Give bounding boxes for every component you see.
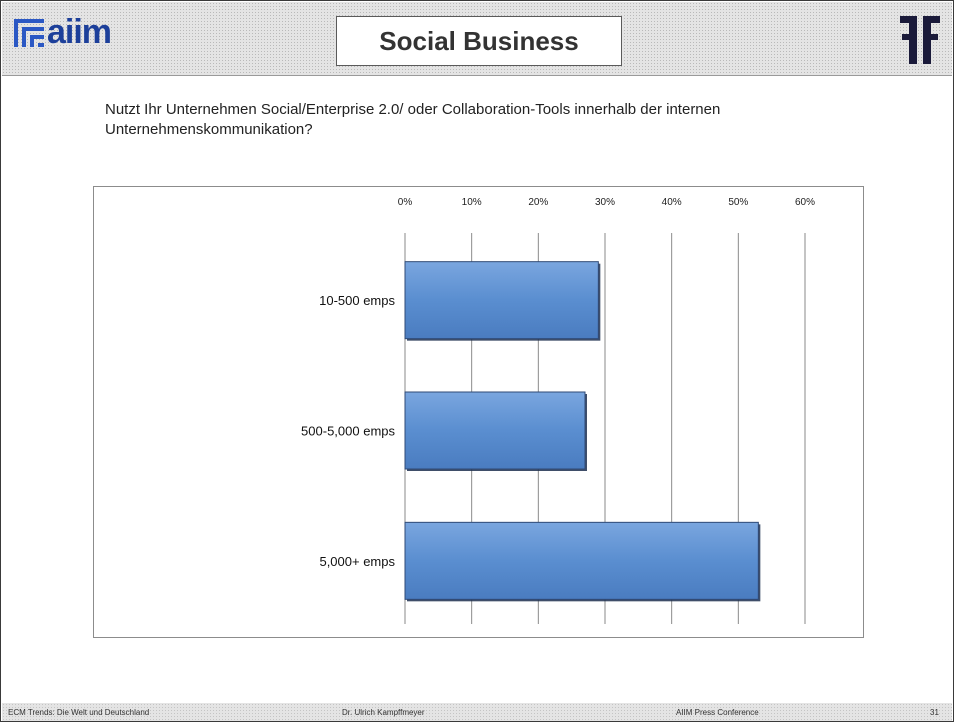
x-tick-label: 0% <box>398 197 413 208</box>
slide-footer: ECM Trends: Die Welt und Deutschland Dr.… <box>2 703 952 721</box>
category-label: 10-500 emps <box>319 293 395 308</box>
page-number: 31 <box>930 708 939 717</box>
x-tick-label: 60% <box>795 197 815 208</box>
aiim-logo-icon <box>14 19 44 47</box>
x-tick-label: 30% <box>595 197 615 208</box>
category-label: 5,000+ emps <box>319 554 395 569</box>
bar <box>404 261 599 340</box>
aiim-logo-text: aiim <box>47 13 112 51</box>
aiim-logo: aiim <box>14 12 112 52</box>
footer-center-text: Dr. Ulrich Kampffmeyer <box>342 708 425 717</box>
survey-question: Nutzt Ihr Unternehmen Social/Enterprise … <box>105 101 721 138</box>
bar <box>404 391 586 470</box>
x-tick-label: 50% <box>728 197 748 208</box>
x-tick-label: 20% <box>528 197 548 208</box>
bar <box>404 521 759 600</box>
slide-title: Social Business <box>336 16 622 66</box>
bar-chart: 0% 10% 20% 30% 40% 50% 60% 10-500 emps 500-5,000… <box>301 197 815 624</box>
footer-left-text: ECM Trends: Die Welt und Deutschland <box>8 708 150 717</box>
footer-right-text: AIIM Press Conference <box>676 708 759 717</box>
x-tick-label: 40% <box>662 197 682 208</box>
pk-logo-icon <box>900 16 940 64</box>
bar-chart-frame: 0% 10% 20% 30% 40% 50% 60% 10-500 emps 500-5,000… <box>93 186 864 638</box>
category-label: 500-5,000 emps <box>301 424 395 439</box>
x-tick-label: 10% <box>462 197 482 208</box>
slide-header: aiim Social Business <box>2 2 952 76</box>
